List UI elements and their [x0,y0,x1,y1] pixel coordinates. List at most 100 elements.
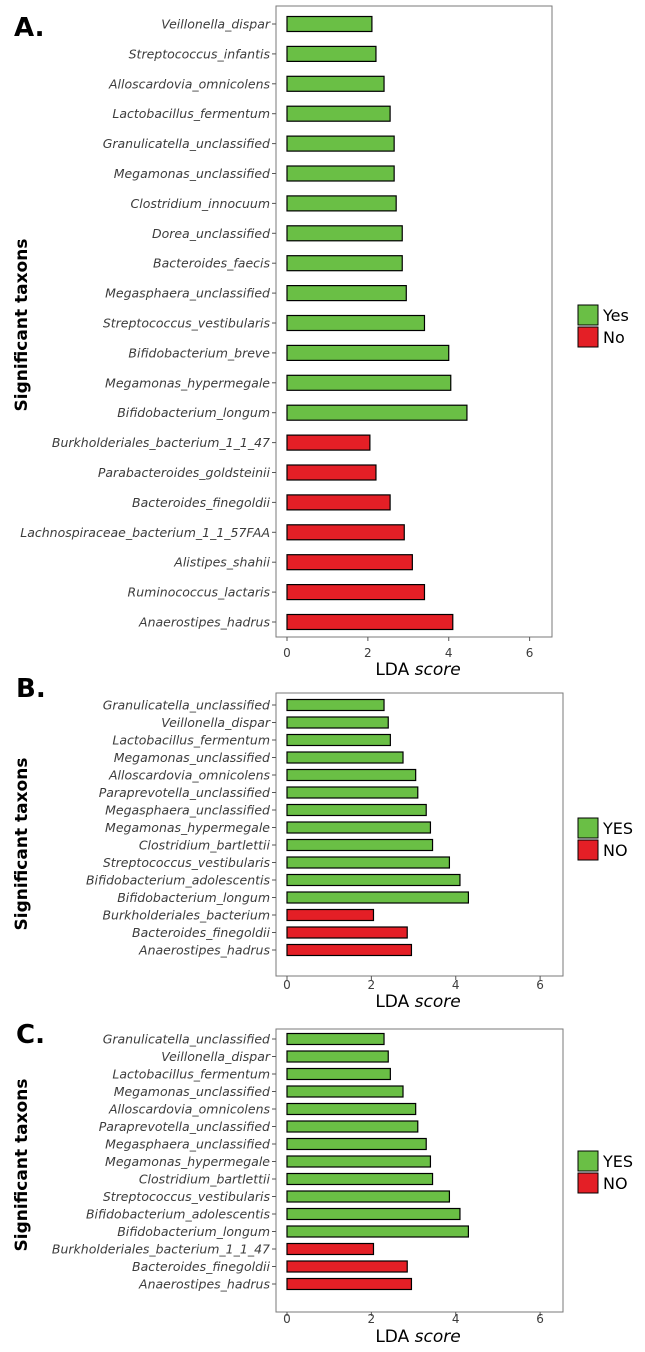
category-label: Parabacteroides_goldsteinii [98,465,271,480]
x-tick-label: 0 [283,978,291,992]
x-axis-label-main: LDA [375,1327,414,1347]
category-label: Megasphaera_unclassified [105,803,270,818]
bar [286,45,377,63]
plot-frame [275,692,564,977]
bar [286,105,391,122]
bar [286,803,427,817]
bar [286,195,397,212]
x-axis-label: LDA score [375,992,460,1012]
category-label: Anaerostipes_hadrus [138,615,270,630]
category-label: Bacteroides_faecis [153,256,270,271]
x-axis-label-main: LDA [375,660,414,680]
legend-label: NO [603,841,628,860]
bar [286,838,434,852]
bar [286,1242,375,1256]
category-label: Granulicatella_unclassified [103,136,270,151]
x-tick-label: 4 [452,978,460,992]
bar [286,15,373,33]
category-label: Paraprevotella_unclassified [99,785,270,800]
bar [286,464,377,481]
category-label: Dorea_unclassified [152,226,270,241]
category-label: Bacteroides_finegoldii [132,495,270,510]
category-label: Bacteroides_finegoldii [132,1259,270,1274]
bar [286,1120,419,1133]
category-label: Clostridium_bartlettii [139,1172,271,1187]
category-label: Megamonas_unclassified [114,1084,270,1099]
plot-frame [275,1028,564,1313]
bar [286,821,432,834]
category-label: Bifidobacterium_adolescentis [86,873,271,888]
y-axis-label: Significant taxons [12,758,32,931]
bar [286,856,451,869]
x-tick-label: 0 [283,646,291,660]
category-label: Alloscardovia_omnicolens [108,1102,271,1117]
category-label: Lachnospiraceae_bacterium_1_1_57FAA [20,525,270,540]
category-label: Veillonella_dispar [161,17,271,32]
legend-swatch [577,817,599,839]
category-label: Megasphaera_unclassified [105,286,270,301]
category-label: Bifidobacterium_longum [117,1224,270,1239]
category-label: Megamonas_hypermegale [105,820,270,835]
bar [286,716,389,729]
x-tick-label: 2 [364,646,372,660]
bar [286,165,395,182]
category-label: Megamonas_unclassified [114,750,270,765]
legend-swatch [577,839,599,861]
legend-swatch [577,326,599,348]
x-axis-label-italic: score [415,660,461,680]
x-tick-label: 4 [445,646,453,660]
category-label: Bacteroides_finegoldii [132,925,270,940]
bar [286,255,403,272]
x-axis-label-italic: score [415,992,461,1012]
bar [286,1085,404,1098]
bar [286,1190,451,1203]
legend-label: YES [602,1152,633,1171]
bar [286,225,403,242]
category-label: Anaerostipes_hadrus [138,943,270,958]
category-label: Lactobacillus_fermentum [112,1067,270,1082]
category-label: Granulicatella_unclassified [103,698,270,713]
bar [286,1050,389,1063]
category-label: Streptococcus_vestibularis [103,316,271,331]
bar [286,733,391,747]
category-label: Granulicatella_unclassified [103,1032,270,1047]
bar [286,285,407,302]
bar [286,1067,391,1081]
legend-label: NO [603,1174,628,1193]
bar [286,1225,470,1238]
bar [286,613,454,631]
x-tick-label: 2 [368,978,376,992]
bar [286,554,413,571]
x-tick-label: 2 [368,1312,376,1326]
category-label: Lactobacillus_fermentum [112,106,270,121]
category-label: Streptococcus_vestibularis [103,1189,271,1204]
category-label: Ruminococcus_lactaris [128,585,271,600]
category-label: Alloscardovia_omnicolens [108,76,271,91]
bar [286,891,470,904]
y-axis-label: Significant taxons [12,239,32,412]
bar [286,314,426,332]
category-label: Megamonas_hypermegale [105,1154,270,1169]
category-label: Bifidobacterium_adolescentis [86,1207,271,1222]
bar [286,583,426,601]
bar [286,768,417,782]
category-label: Streptococcus_vestibularis [103,855,271,870]
category-label: Veillonella_dispar [161,715,271,730]
chart-panel-c: C. Granulicatella_unclassified Veillonella… [12,1020,633,1347]
panel-label: B. [16,674,46,704]
legend-label: Yes [602,306,629,325]
category-label: Burkholderiales_bacterium_1_1_47 [52,1242,270,1257]
category-label: Paraprevotella_unclassified [99,1119,270,1134]
category-label: Lactobacillus_fermentum [112,733,270,748]
legend-swatch [577,1150,599,1172]
y-axis-label: Significant taxons [12,1079,32,1252]
legend-label: YES [602,819,633,838]
bar [286,943,413,957]
category-label: Bifidobacterium_breve [128,345,270,360]
bar [286,1137,427,1151]
category-label: Bifidobacterium_longum [117,890,270,905]
bar [286,1172,434,1186]
bar [286,926,408,939]
chart-panel-a: A. Veillonella_dispar Streptococcus_infant… [12,5,629,680]
x-tick-label: 4 [452,1312,460,1326]
